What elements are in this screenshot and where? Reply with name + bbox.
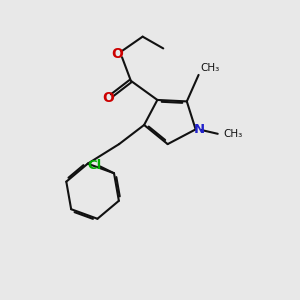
Text: CH₃: CH₃ [224,129,243,139]
Text: Cl: Cl [88,159,102,172]
Text: N: N [194,123,205,136]
Text: O: O [102,91,114,105]
Text: O: O [112,47,124,61]
Text: CH₃: CH₃ [200,63,219,73]
